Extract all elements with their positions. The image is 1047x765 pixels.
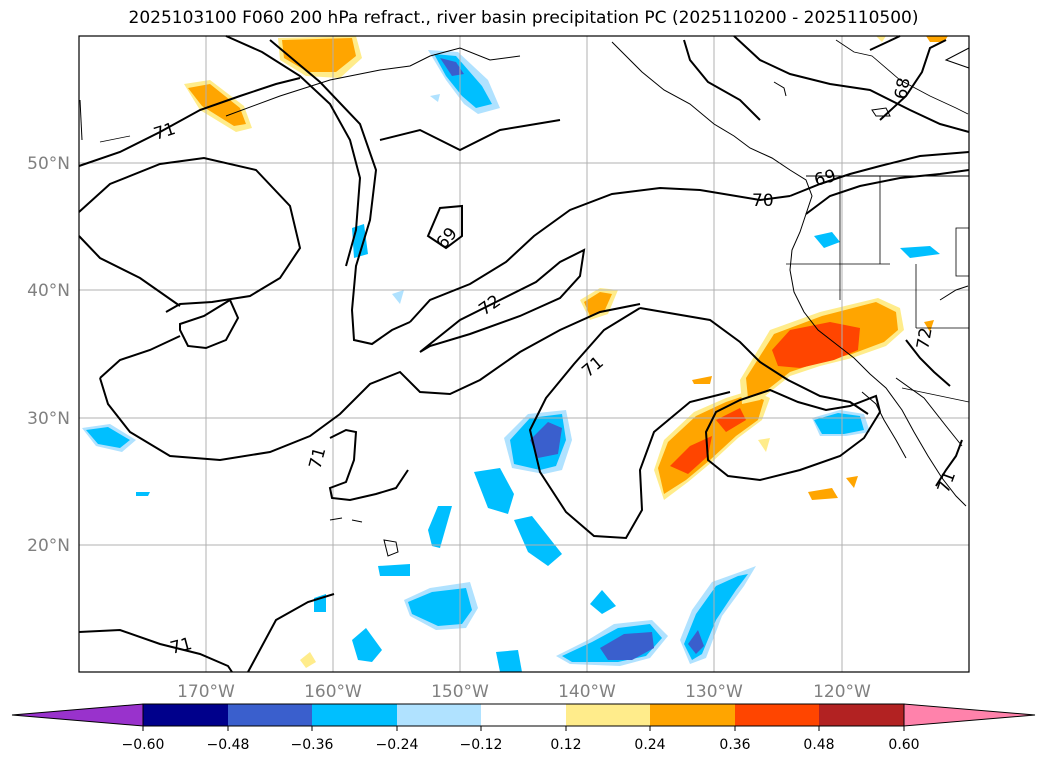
colorbar-segment: [143, 704, 228, 726]
contour-label-70-coast: 70: [752, 191, 774, 211]
colorbar-tick-label: 0.60: [888, 737, 919, 753]
colorbar-segment: [650, 704, 735, 726]
lon-label-150w: 150°W: [431, 682, 489, 702]
refractivity-contours: [78, 35, 970, 673]
colorbar-segment: [819, 704, 904, 726]
colorbar-tick-label: −0.24: [376, 737, 419, 753]
lon-label-120w: 120°W: [813, 682, 871, 702]
colorbar-tick-label: −0.48: [207, 737, 250, 753]
contour-label-68-ne: 68: [891, 76, 914, 101]
map-title: 2025103100 F060 200 hPa refract., river …: [128, 8, 919, 28]
colorbar-extend-low: [11, 703, 144, 727]
colorbar-segment: [312, 704, 397, 726]
longitude-labels: 170°W 160°W 150°W 140°W 130°W 120°W: [177, 682, 871, 702]
colorbar-frame: [142, 703, 905, 727]
graticule: [79, 36, 969, 672]
lon-label-140w: 140°W: [558, 682, 616, 702]
colorbar-segment: [481, 704, 566, 726]
colorbar-extend-high: [903, 703, 1036, 727]
lon-label-170w: 170°W: [177, 682, 235, 702]
lon-label-160w: 160°W: [304, 682, 362, 702]
lon-label-130w: 130°W: [685, 682, 743, 702]
lat-label-40n: 40°N: [27, 281, 70, 301]
colorbar-tick-label: −0.36: [291, 737, 334, 753]
colorbar-tick-label: 0.36: [719, 737, 750, 753]
colorbar-segment: [566, 704, 650, 726]
coastlines: [79, 39, 970, 557]
latitude-labels: 50°N 40°N 30°N 20°N: [27, 154, 70, 556]
colorbar: −0.60 −0.48 −0.36 −0.24 −0.12 0.12 0.24 …: [11, 703, 1036, 753]
lat-label-30n: 30°N: [27, 409, 70, 429]
colorbar-tick-label: 0.48: [803, 737, 834, 753]
map-frame: [78, 35, 970, 673]
lat-label-50n: 50°N: [27, 154, 70, 174]
colorbar-segment: [735, 704, 819, 726]
lat-label-20n: 20°N: [27, 536, 70, 556]
colorbar-tick-label: −0.60: [122, 737, 165, 753]
colorbar-tick-label: −0.12: [460, 737, 503, 753]
contour-label-72-east: 72: [913, 326, 936, 351]
colorbar-tick-label: 0.24: [634, 737, 665, 753]
colorbar-segment: [397, 704, 481, 726]
precipitation-shading: [82, 36, 948, 672]
colorbar-tick-label: 0.12: [550, 737, 581, 753]
colorbar-segment: [228, 704, 312, 726]
colorbar-ticks: [142, 726, 905, 731]
